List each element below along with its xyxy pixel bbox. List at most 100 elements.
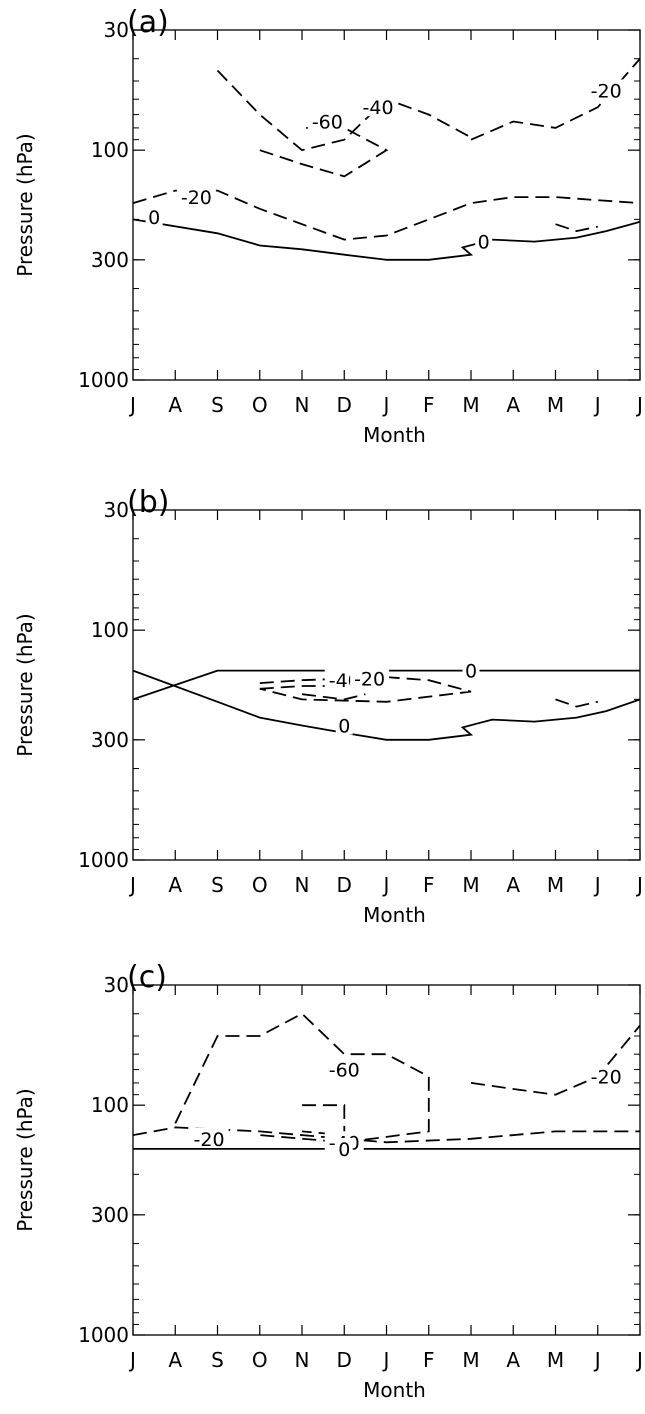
y-tick-label: 300 <box>91 1203 129 1227</box>
x-tick-label: M <box>462 873 479 897</box>
x-tick-label: S <box>211 393 224 417</box>
x-tick-label: D <box>337 873 352 897</box>
x-tick-label: N <box>295 393 310 417</box>
y-tick-label: 30 <box>104 498 129 522</box>
y-tick-label: 1000 <box>78 1323 129 1347</box>
x-tick-label: J <box>635 393 643 417</box>
x-tick-label: A <box>506 873 520 897</box>
x-tick-label: O <box>252 1348 268 1372</box>
contour-label-bg <box>145 205 163 226</box>
contour-label: -20 <box>181 187 212 209</box>
x-tick-label: N <box>295 873 310 897</box>
y-tick-label: 300 <box>91 248 129 272</box>
contour-label-bg <box>307 110 347 131</box>
x-tick-label: M <box>547 393 564 417</box>
contour-label: 0 <box>478 232 490 254</box>
y-tick-label: 100 <box>91 138 129 162</box>
contour-label-bg <box>350 667 390 688</box>
contour-line <box>470 1024 641 1096</box>
contour-label-bg <box>189 1127 229 1148</box>
x-tick-label: J <box>593 393 601 417</box>
contour-label-bg <box>176 186 216 207</box>
contour-line <box>132 218 641 261</box>
x-tick-label: S <box>211 1348 224 1372</box>
x-tick-label: O <box>252 873 268 897</box>
contour-line <box>555 698 598 708</box>
contour-line <box>132 189 641 241</box>
contour-line <box>259 676 472 703</box>
contour-label: 0 <box>338 1139 350 1161</box>
contour-label: -20 <box>354 668 385 690</box>
contour-line <box>301 693 366 701</box>
x-tick-label: A <box>168 873 182 897</box>
x-tick-label: M <box>547 873 564 897</box>
y-tick-label: 100 <box>91 1093 129 1117</box>
y-tick-label: 300 <box>91 728 129 752</box>
x-tick-label: J <box>382 1348 390 1372</box>
x-axis-title: Month <box>363 1378 426 1402</box>
contour-label-bg <box>335 1137 353 1158</box>
x-tick-label: F <box>423 873 435 897</box>
x-tick-label: J <box>635 1348 643 1372</box>
x-tick-label: A <box>168 393 182 417</box>
x-tick-label: J <box>635 873 643 897</box>
x-tick-label: J <box>382 393 390 417</box>
contour-label: -60 <box>312 111 343 133</box>
y-tick-label: 100 <box>91 618 129 642</box>
x-tick-label: N <box>295 1348 310 1372</box>
contour-label-bg <box>462 659 480 680</box>
x-tick-label: S <box>211 873 224 897</box>
x-tick-label: M <box>462 393 479 417</box>
contour-label: -60 <box>329 1060 360 1082</box>
panel-label: (c) <box>127 960 167 995</box>
x-tick-label: M <box>547 1348 564 1372</box>
contour-label: -20 <box>194 1129 225 1151</box>
y-tick-label: 1000 <box>78 848 129 872</box>
x-tick-label: M <box>462 1348 479 1372</box>
contour-line <box>174 1012 430 1144</box>
x-tick-label: F <box>423 1348 435 1372</box>
y-tick-label: 1000 <box>78 368 129 392</box>
y-axis-title: Pressure (hPa) <box>13 133 37 276</box>
panel-label: (b) <box>127 485 169 520</box>
contour-label: -20 <box>591 1066 622 1088</box>
y-tick-label: 30 <box>104 973 129 997</box>
x-tick-label: A <box>168 1348 182 1372</box>
contour-label-bg <box>358 96 398 117</box>
plot-frame <box>132 984 641 1336</box>
contour-line <box>555 223 598 233</box>
contour-line <box>132 669 640 701</box>
contour-line <box>132 669 641 741</box>
x-tick-label: J <box>128 1348 136 1372</box>
contour-label-bg <box>586 79 626 100</box>
contour-line <box>132 1126 640 1144</box>
contour-label: -40 <box>363 97 394 119</box>
contour-label-bg <box>475 230 493 251</box>
panel-label: (a) <box>127 5 169 40</box>
x-axis-title: Month <box>363 903 426 927</box>
x-tick-label: F <box>423 393 435 417</box>
contour-label: -20 <box>591 81 622 103</box>
contour-label: 0 <box>148 207 160 229</box>
contour-label-bg <box>324 1058 364 1079</box>
x-tick-label: O <box>252 393 268 417</box>
x-tick-label: J <box>593 1348 601 1372</box>
x-tick-label: A <box>506 1348 520 1372</box>
contour-line <box>216 69 472 152</box>
y-tick-label: 30 <box>104 18 129 42</box>
x-tick-label: D <box>337 1348 352 1372</box>
x-tick-label: J <box>593 873 601 897</box>
x-axis-title: Month <box>363 423 426 447</box>
x-tick-label: D <box>337 393 352 417</box>
x-tick-label: J <box>382 873 390 897</box>
contour-label-bg <box>586 1065 626 1086</box>
x-tick-label: J <box>128 393 136 417</box>
y-axis-title: Pressure (hPa) <box>13 1088 37 1231</box>
y-axis-title: Pressure (hPa) <box>13 613 37 756</box>
contour-label-bg <box>335 714 353 735</box>
x-tick-label: A <box>506 393 520 417</box>
